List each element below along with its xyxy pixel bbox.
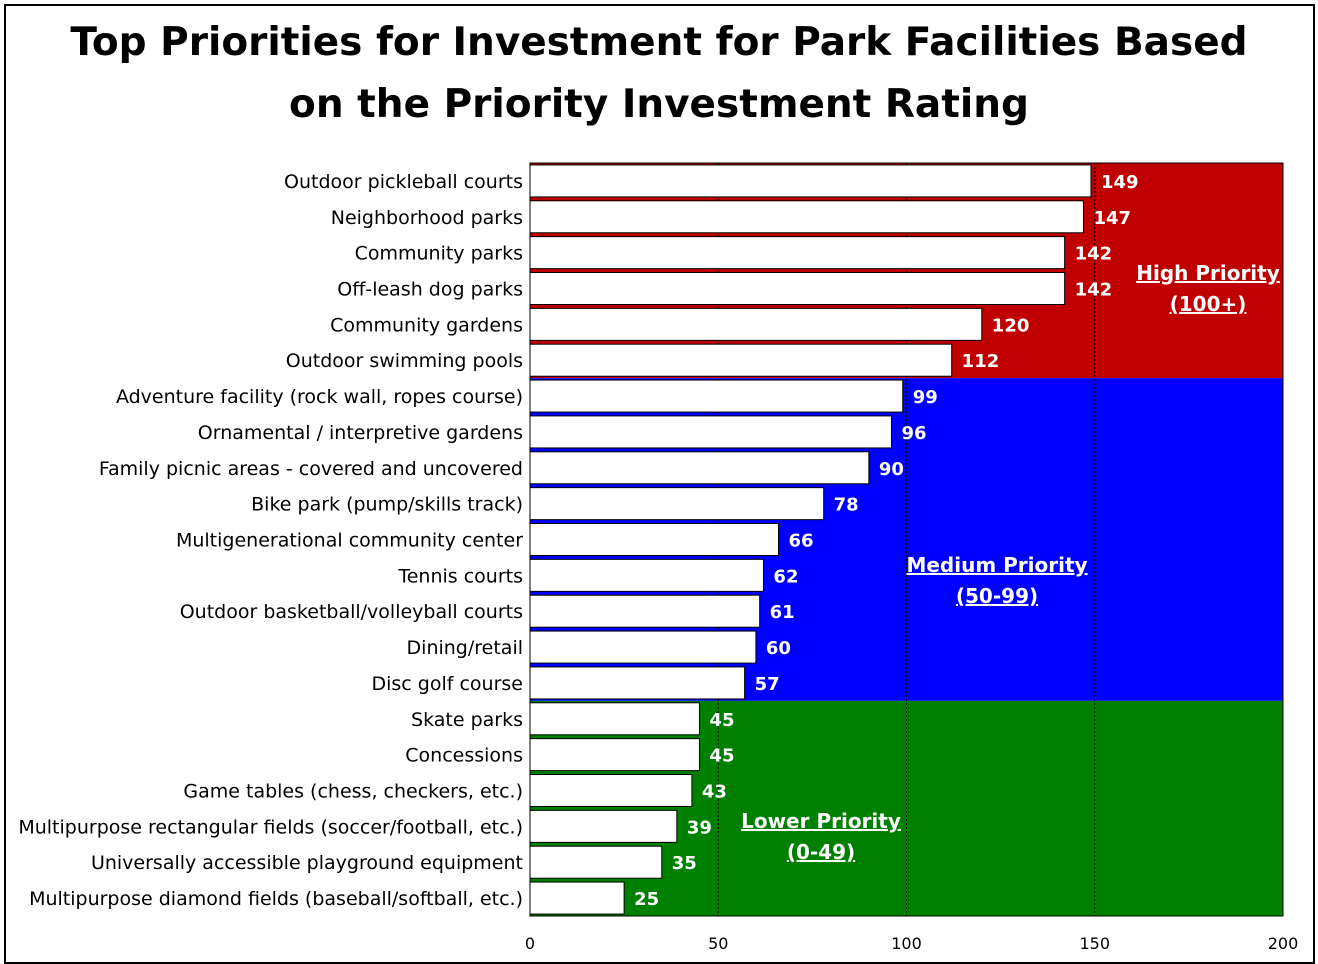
category-label: Outdoor pickleball courts [284,171,523,193]
zone-label-title: Lower Priority [741,809,901,833]
value-label: 25 [634,889,659,910]
bar [529,594,761,628]
category-label: Multipurpose rectangular fields (soccer/… [18,816,523,838]
category-label: Multipurpose diamond fields (baseball/so… [29,888,523,910]
zone-label-range: (100+) [1170,292,1247,316]
zone-label-range: (0-49) [787,840,855,864]
x-tick-label: 200 [1268,934,1299,953]
chart-title-line-1: Top Priorities for Investment for Park F… [70,20,1248,65]
category-label: Tennis courts [397,565,523,587]
zone-label-title: Medium Priority [906,553,1087,577]
bar [529,343,953,377]
value-label: 45 [709,710,734,731]
category-label: Ornamental / interpretive gardens [198,422,523,444]
category-label: Game tables (chess, checkers, etc.) [183,781,523,803]
value-label: 66 [788,531,813,552]
value-label: 120 [992,315,1030,336]
category-label: Multigenerational community center [176,530,523,552]
bar [529,666,746,700]
chart-title: Top Priorities for Investment for Park F… [0,12,1318,136]
category-label: Neighborhood parks [331,207,523,229]
bar [529,809,678,843]
category-label: Universally accessible playground equipm… [91,852,523,874]
bar [529,881,625,915]
category-label: Family picnic areas - covered and uncove… [99,458,523,480]
bar [529,379,904,413]
bar [529,845,663,879]
category-label: Adventure facility (rock wall, ropes cou… [116,386,523,408]
bar [529,236,1066,270]
bar [529,702,700,736]
category-label: Disc golf course [372,673,524,695]
value-label: 62 [773,566,798,587]
value-label: 99 [913,387,938,408]
value-label: 57 [755,674,780,695]
value-label: 149 [1101,172,1139,193]
bar [529,272,1066,305]
bar [529,558,764,592]
bar [529,523,779,556]
bar [529,774,693,807]
value-label: 39 [687,817,712,838]
bar [529,415,892,449]
category-label: Outdoor swimming pools [286,350,523,372]
value-label: 96 [901,423,926,444]
category-label: Community gardens [330,314,523,336]
zone-label-range: (50-99) [956,584,1038,608]
category-label: Off-leash dog parks [337,279,523,301]
x-tick-label: 150 [1079,934,1110,953]
value-label: 43 [702,782,727,803]
bar [529,200,1084,234]
bar [529,451,870,485]
zone-label-title: High Priority [1136,261,1280,285]
value-label: 61 [770,602,795,623]
category-label: Dining/retail [407,637,523,659]
x-tick-label: 100 [891,934,922,953]
bar [529,487,825,521]
bar [529,738,700,772]
value-label: 90 [879,459,904,480]
category-label: Outdoor basketball/volleyball courts [180,601,523,623]
category-label: Bike park (pump/skills track) [251,494,523,516]
value-label: 112 [962,351,1000,372]
category-label: Concessions [405,745,523,767]
value-label: 35 [672,853,697,874]
value-label: 147 [1093,208,1131,229]
value-label: 142 [1075,244,1113,265]
chart-title-line-2: on the Priority Investment Rating [289,82,1029,127]
bar [529,307,983,341]
category-label: Skate parks [411,709,523,731]
value-label: 78 [834,495,859,516]
x-tick-label: 50 [708,934,728,953]
value-label: 142 [1075,280,1113,301]
x-tick-label: 0 [525,934,535,953]
category-label: Community parks [355,243,523,265]
bar [529,630,757,664]
priority-zone-0 [530,163,1283,379]
value-label: 45 [709,746,734,767]
bar [529,164,1092,198]
value-label: 60 [766,638,791,659]
